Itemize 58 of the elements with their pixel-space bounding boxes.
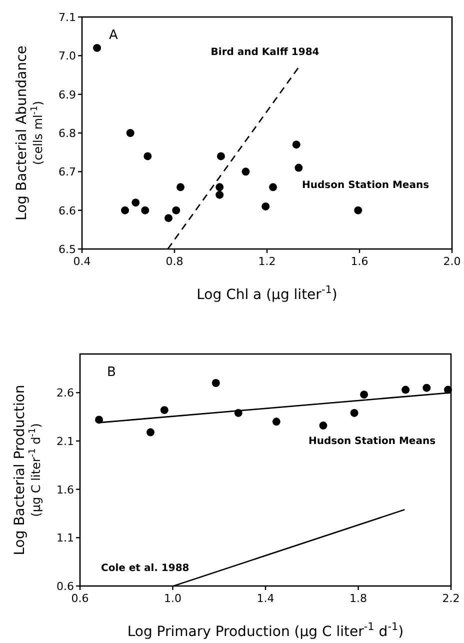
annotation: B [107,365,116,380]
y-tick-label: 7.0 [58,50,76,63]
point [272,418,280,426]
y-tick-label: 1.6 [56,483,74,496]
point [132,198,140,207]
point [354,206,362,214]
point [294,164,303,172]
series-label: Hudson Station Means [308,436,436,447]
y-tick-label: 1.1 [56,532,74,545]
point [360,390,368,399]
point [262,202,270,210]
y-tick-label: 7.1 [58,11,76,24]
point [402,386,410,394]
y-tick-label: 6.7 [58,166,76,179]
y-tick-label: 6.6 [58,204,76,218]
point [176,183,184,192]
x-tick-label: 2.0 [443,255,461,268]
point [126,129,134,137]
point [144,152,152,160]
point [141,206,150,214]
point [242,168,250,176]
x-tick-label: 0.8 [166,255,184,268]
x-tick-label: 1.4 [256,592,274,605]
y-tick-label: 6.5 [58,243,76,256]
x-tick-label: 1.8 [350,592,367,605]
x-tick-label: 1.6 [350,255,368,268]
point [212,379,220,387]
point [319,422,328,430]
x-tick-label: 1.2 [258,255,276,268]
x-axis-title: Log Chl a (μg liter$^{-1}$) [196,284,338,303]
point [216,152,225,160]
point [95,416,104,424]
point [269,183,277,192]
x-tick-label: 1.0 [164,592,182,605]
point [350,408,358,417]
point [160,406,168,414]
point [93,44,102,52]
text: Bird and Kalff 1984 [210,47,320,58]
point [121,206,129,214]
series-label: Cole et al. 1988 [101,563,190,574]
point [146,428,154,436]
point [216,183,224,192]
point [292,140,300,149]
x-tick-label: 0.4 [73,255,91,268]
point [172,206,180,214]
y-tick-label: 0.6 [56,580,74,593]
y-tick-label: 2.1 [56,435,74,448]
x-tick-label: 0.6 [71,592,89,605]
point [422,384,431,392]
y-tick-label: 6.8 [58,127,76,140]
point [164,214,172,222]
point [216,190,224,199]
y-tick-label: 6.9 [58,88,76,102]
y-tick-label: 2.6 [56,386,74,400]
x-axis-title: Log Primary Production (μg C liter$^{-1}$ d$^{-1}$) [127,621,404,640]
series-label: Hudson Station Means [302,180,430,191]
annotation: A [109,28,118,43]
x-tick-label: 2.2 [442,592,460,605]
